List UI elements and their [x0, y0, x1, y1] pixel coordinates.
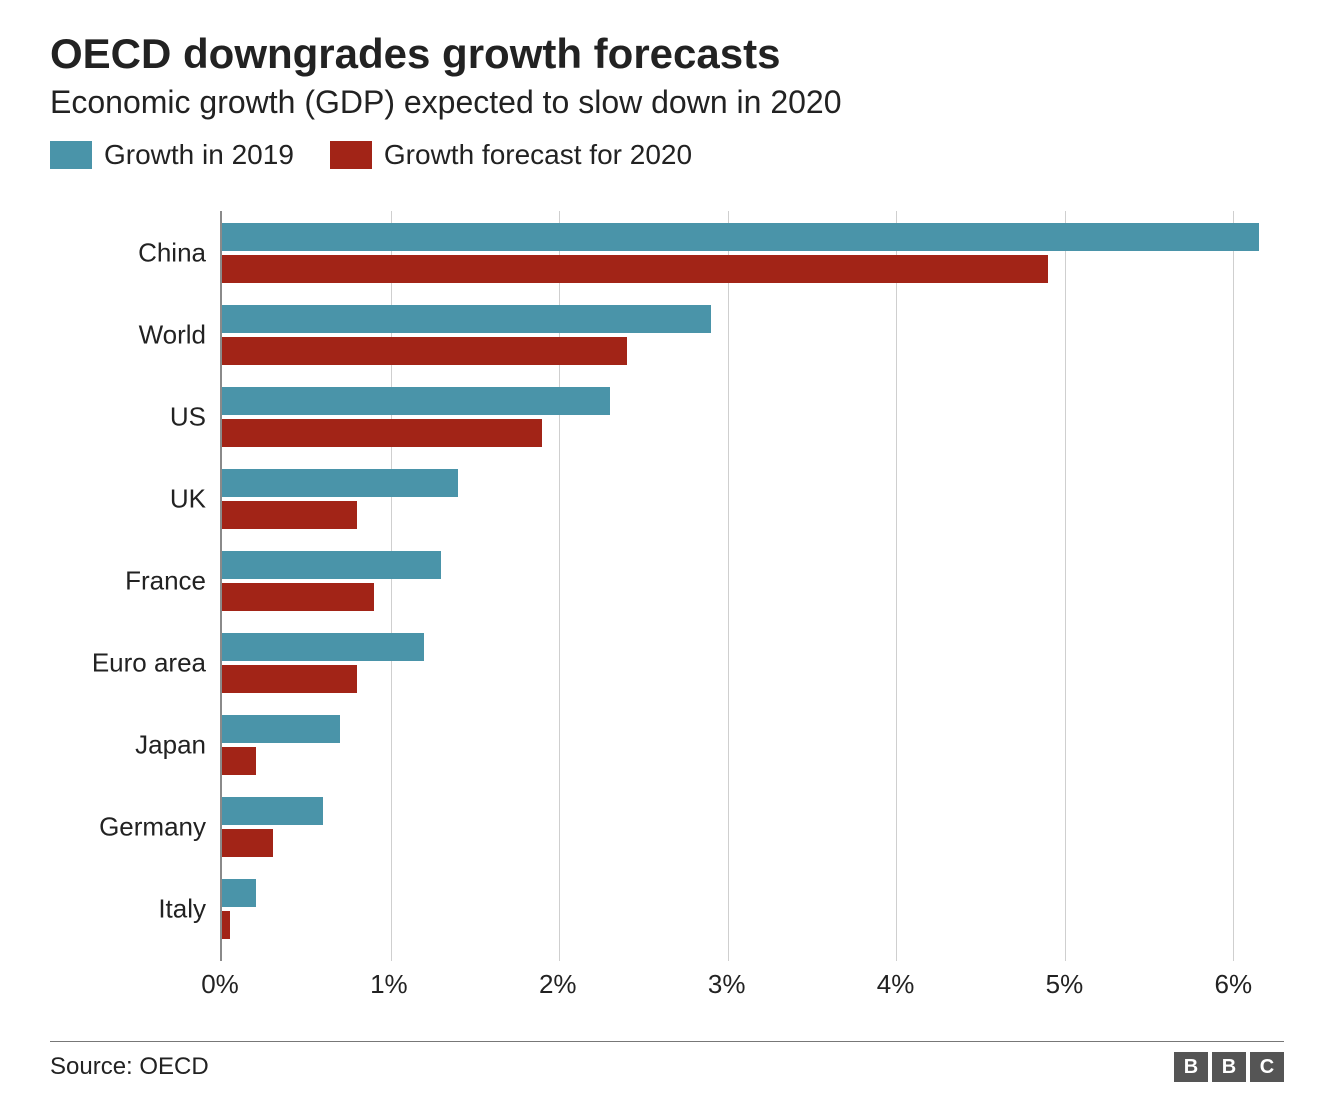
- bar-2020: [222, 747, 256, 775]
- source-label: Source: OECD: [50, 1053, 209, 1081]
- y-tick-label: Euro area: [92, 648, 206, 679]
- legend-swatch-2019: [50, 141, 92, 169]
- legend-label-2020: Growth forecast for 2020: [384, 139, 692, 171]
- x-tick-label: 5%: [1046, 969, 1084, 1000]
- y-tick-label: France: [125, 566, 206, 597]
- bar-2019: [222, 797, 323, 825]
- y-axis-labels: China World US UK France Euro area Japan German…: [50, 211, 220, 961]
- y-tick-label: China: [138, 238, 206, 269]
- y-tick-label: Germany: [99, 812, 206, 843]
- x-tick-label: 2%: [539, 969, 577, 1000]
- plot: [220, 211, 1284, 961]
- chart-title: OECD downgrades growth forecasts: [50, 30, 1284, 78]
- legend-label-2019: Growth in 2019: [104, 139, 294, 171]
- chart-container: OECD downgrades growth forecasts Economi…: [0, 0, 1334, 1110]
- bbc-logo-letter: B: [1174, 1052, 1208, 1082]
- bbc-logo-letter: C: [1250, 1052, 1284, 1082]
- bar-2020: [222, 337, 627, 365]
- gridline: [1065, 211, 1066, 961]
- bar-2019: [222, 633, 424, 661]
- x-tick-label: 1%: [370, 969, 408, 1000]
- legend-item-2020: Growth forecast for 2020: [330, 139, 692, 171]
- y-tick-label: Italy: [158, 894, 206, 925]
- x-axis: 0%1%2%3%4%5%6%: [220, 961, 1284, 1011]
- footer-rule: [50, 1041, 1284, 1042]
- footer: Source: OECD BBC: [50, 1052, 1284, 1082]
- y-tick-label: US: [170, 402, 206, 433]
- bar-2019: [222, 223, 1259, 251]
- bar-2019: [222, 715, 340, 743]
- gridline: [728, 211, 729, 961]
- bar-2020: [222, 665, 357, 693]
- y-tick-label: World: [139, 320, 206, 351]
- bar-2019: [222, 305, 711, 333]
- bar-2019: [222, 387, 610, 415]
- y-tick-label: UK: [170, 484, 206, 515]
- bar-2020: [222, 501, 357, 529]
- bar-2020: [222, 911, 230, 939]
- chart-subtitle: Economic growth (GDP) expected to slow d…: [50, 84, 1284, 121]
- legend: Growth in 2019 Growth forecast for 2020: [50, 139, 1284, 171]
- x-tick-label: 6%: [1215, 969, 1253, 1000]
- x-tick-label: 3%: [708, 969, 746, 1000]
- bar-2019: [222, 469, 458, 497]
- bar-2020: [222, 583, 374, 611]
- x-tick-label: 4%: [877, 969, 915, 1000]
- gridline: [896, 211, 897, 961]
- bbc-logo-letter: B: [1212, 1052, 1246, 1082]
- gridline: [1233, 211, 1234, 961]
- bar-2020: [222, 829, 273, 857]
- bar-2019: [222, 879, 256, 907]
- plot-area: China World US UK France Euro area Japan German…: [50, 211, 1284, 961]
- legend-swatch-2020: [330, 141, 372, 169]
- bar-2019: [222, 551, 441, 579]
- x-tick-label: 0%: [201, 969, 239, 1000]
- bar-2020: [222, 255, 1048, 283]
- legend-item-2019: Growth in 2019: [50, 139, 294, 171]
- y-tick-label: Japan: [135, 730, 206, 761]
- bar-2020: [222, 419, 542, 447]
- bbc-logo: BBC: [1174, 1052, 1284, 1082]
